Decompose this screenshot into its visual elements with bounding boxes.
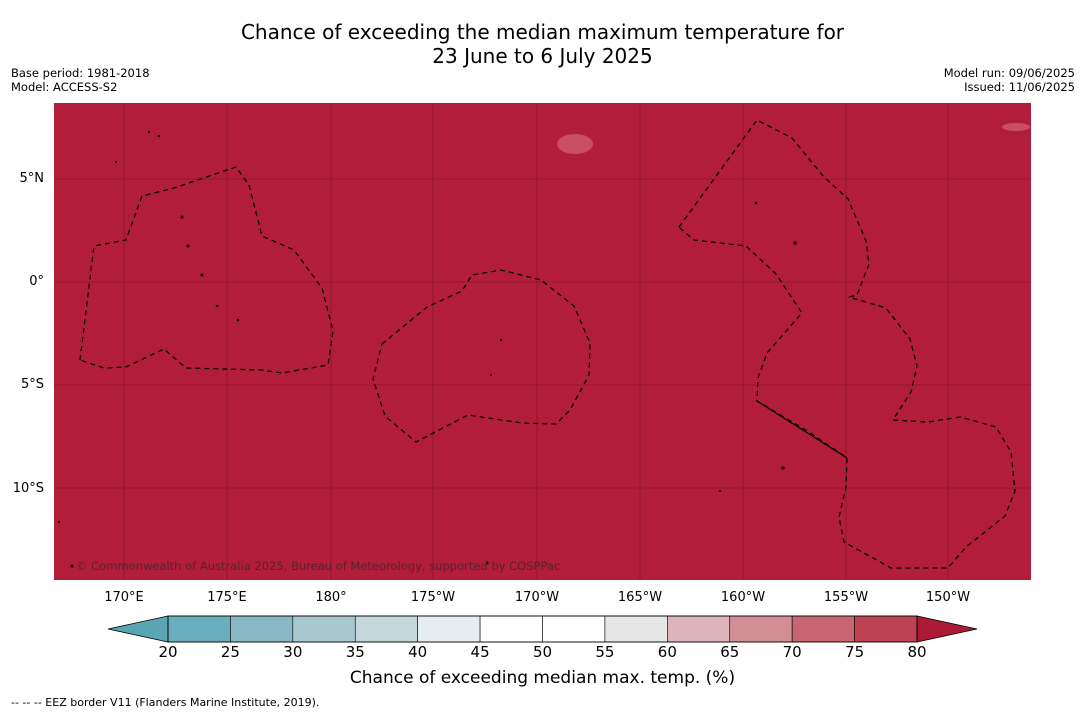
base-period-text: Base period: 1981-2018 — [11, 66, 150, 80]
colorbar-cell — [854, 615, 918, 643]
colorbar-under-arrow — [108, 615, 169, 643]
lon-label-170e: 170°E — [104, 590, 144, 605]
island-dot — [781, 466, 785, 470]
lon-label-155w: 155°W — [823, 590, 869, 605]
colorbar-cell — [417, 615, 481, 643]
eez-border-phoenix — [372, 269, 591, 443]
lighter-patch-north — [557, 134, 593, 154]
island-dot — [180, 215, 184, 219]
model-text: Model: ACCESS-S2 — [11, 80, 118, 94]
model-run-text: Model run: 09/06/2025 — [943, 66, 1075, 80]
island-dot — [485, 561, 489, 565]
lon-label-170w: 170°W — [514, 590, 560, 605]
eez-footnote: -- -- -- EEZ border V11 (Flanders Marine… — [11, 696, 320, 709]
lighter-patch-east — [1002, 123, 1030, 131]
lon-label-150w: 150°W — [925, 590, 971, 605]
lon-label-175e: 175°E — [207, 590, 247, 605]
colorbar-tick-label: 55 — [595, 643, 615, 661]
island-dot — [200, 273, 204, 277]
eez-border-line-islands — [678, 119, 1016, 569]
island-dot — [157, 134, 161, 138]
meta-right: Model run: 09/06/2025 Issued: 11/06/2025 — [944, 66, 1075, 94]
island-dot — [499, 338, 503, 342]
copyright-text: © Commonwealth of Australia 2025, Bureau… — [76, 559, 560, 573]
colorbar-tick-label: 80 — [907, 643, 927, 661]
island-dot — [215, 304, 219, 308]
map-title-line2: 23 June to 6 July 2025 — [432, 44, 653, 68]
lon-label-180: 180° — [315, 590, 347, 605]
colorbar-cell — [354, 615, 418, 643]
colorbar-cell — [167, 615, 231, 643]
lat-label-5s: 5°S — [20, 377, 44, 392]
issued-text: Issued: 11/06/2025 — [964, 80, 1075, 94]
colorbar-tick-label: 75 — [845, 643, 865, 661]
island-dot — [70, 564, 74, 568]
colorbar-tick-label: 65 — [720, 643, 740, 661]
colorbar-cells — [167, 615, 918, 643]
colorbar-tick-label: 35 — [345, 643, 365, 661]
island-markers — [57, 130, 797, 568]
eez-border-kiribati-tuvalu — [79, 166, 334, 374]
colorbar-tick-label: 25 — [220, 643, 240, 661]
colorbar-tick-label: 40 — [408, 643, 428, 661]
colorbar-tick-label: 60 — [657, 643, 677, 661]
lon-label-160w: 160°W — [720, 590, 766, 605]
lon-label-175w: 175°W — [410, 590, 456, 605]
colorbar-cell — [479, 615, 543, 643]
colorbar-tick-label: 30 — [283, 643, 303, 661]
colorbar-cell — [292, 615, 356, 643]
lat-label-5n: 5°N — [19, 171, 45, 186]
island-dot — [719, 490, 721, 492]
island-dot — [115, 161, 117, 163]
colorbar-tick-label: 70 — [782, 643, 802, 661]
colorbar-cell — [667, 615, 731, 643]
island-dot — [236, 318, 240, 322]
island-dot — [147, 130, 151, 134]
map-title-line1: Chance of exceeding the median maximum t… — [240, 20, 845, 44]
map-title: Chance of exceeding the median maximum t… — [0, 20, 1085, 68]
graticule — [54, 103, 1031, 580]
island-dot — [186, 244, 190, 248]
colorbar-tick-label: 20 — [158, 643, 178, 661]
eez-line-solid-segment — [756, 400, 848, 459]
colorbar-cell — [729, 615, 793, 643]
colorbar-label: Chance of exceeding median max. temp. (%… — [349, 668, 736, 688]
eez-borders — [79, 119, 1016, 569]
colorbar — [108, 615, 978, 643]
colorbar-over-arrow — [916, 615, 978, 643]
island-dot — [490, 374, 492, 376]
colorbar-cell — [542, 615, 606, 643]
colorbar-cell — [230, 615, 294, 643]
island-dot — [57, 520, 61, 524]
map-panel: © Commonwealth of Australia 2025, Bureau… — [54, 103, 1031, 580]
lat-label-0: 0° — [29, 274, 44, 289]
colorbar-tick-label: 45 — [470, 643, 490, 661]
colorbar-cell — [791, 615, 855, 643]
colorbar-tick-label: 50 — [532, 643, 553, 661]
lon-label-165w: 165°W — [617, 590, 663, 605]
map-svg: © Commonwealth of Australia 2025, Bureau… — [54, 103, 1031, 580]
island-dot — [754, 201, 758, 205]
island-dot — [793, 241, 797, 245]
meta-left: Base period: 1981-2018 Model: ACCESS-S2 — [11, 66, 150, 94]
colorbar-outline — [167, 615, 918, 643]
colorbar-cell — [604, 615, 668, 643]
lat-label-10s: 10°S — [12, 481, 44, 496]
